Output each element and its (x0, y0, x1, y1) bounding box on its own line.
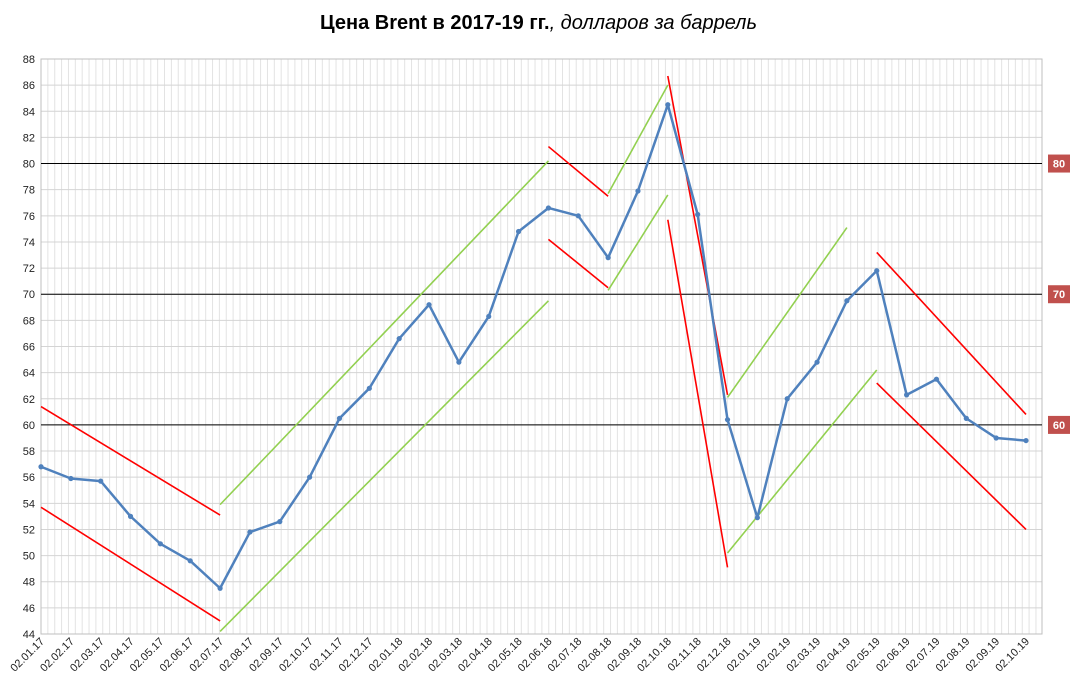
series-point (545, 205, 552, 211)
trend-line-up (219, 160, 550, 506)
y-tick-label: 66 (23, 342, 35, 354)
trend-line-up (726, 369, 878, 554)
series-point (366, 385, 372, 391)
y-tick-label: 50 (23, 551, 35, 563)
y-tick-label: 56 (23, 472, 35, 484)
level-label-box (1048, 415, 1070, 434)
series-point (933, 376, 940, 382)
series-point (396, 336, 402, 342)
series-point (515, 228, 522, 235)
trend-line-up (726, 227, 848, 398)
series-point (486, 313, 492, 320)
series-point (217, 585, 223, 591)
trend-line-down (876, 382, 1027, 531)
y-tick-label: 88 (23, 54, 35, 66)
series-point (814, 359, 820, 365)
series-point (456, 359, 462, 365)
series-point (1023, 437, 1029, 444)
y-tick-label: 82 (23, 132, 35, 144)
y-tick-label: 48 (23, 577, 35, 589)
level-label-box (1048, 285, 1070, 304)
y-tick-label: 44 (23, 629, 35, 641)
series-point (724, 417, 731, 423)
level-label: 60 (1053, 420, 1065, 432)
y-tick-label: 54 (23, 498, 35, 510)
series-point (904, 392, 910, 398)
trend-line-up (219, 300, 549, 632)
plot-area-border (40, 58, 1043, 635)
series-point (874, 268, 880, 274)
series-point (635, 188, 641, 194)
series-point (307, 474, 313, 480)
y-tick-label: 46 (23, 603, 35, 615)
series-point (426, 302, 432, 308)
series-point (754, 515, 760, 521)
trend-line-down (547, 238, 609, 289)
y-tick-label: 74 (23, 237, 35, 249)
chart-title-main: Цена Brent в 2017-19 гг. (320, 12, 550, 34)
trend-line-up (607, 194, 669, 291)
trend-line-down (547, 145, 609, 197)
level-label: 70 (1053, 289, 1065, 301)
y-tick-label: 60 (23, 420, 35, 432)
trend-line-down (667, 219, 729, 568)
series-point (784, 396, 790, 402)
series-point (844, 298, 850, 304)
level-label-box (1048, 154, 1070, 173)
y-tick-label: 64 (23, 368, 35, 380)
level-label: 80 (1053, 159, 1065, 171)
series-point (277, 519, 283, 525)
chart-title: Цена Brent в 2017-19 гг., долларов за ба… (0, 12, 1077, 35)
trend-line-down (40, 506, 221, 622)
trend-line-down (40, 405, 221, 516)
trend-line-down (667, 75, 729, 395)
y-tick-label: 78 (23, 185, 35, 197)
series-point (665, 102, 671, 108)
series-point (68, 475, 74, 482)
y-tick-label: 52 (23, 524, 35, 536)
series-point (187, 558, 193, 564)
series-line (40, 103, 1027, 590)
trend-line-down (876, 251, 1027, 415)
series-point (605, 255, 611, 261)
y-tick-label: 84 (23, 106, 35, 118)
y-tick-label: 70 (23, 289, 35, 301)
series-point (157, 541, 163, 547)
y-tick-label: 68 (23, 315, 35, 327)
series-point (127, 513, 134, 519)
y-tick-label: 72 (23, 263, 35, 275)
y-tick-label: 58 (23, 446, 35, 458)
y-tick-label: 86 (23, 80, 35, 92)
series-point (336, 415, 343, 421)
series-point (247, 529, 253, 535)
y-tick-label: 80 (23, 159, 35, 171)
trend-line-up (607, 84, 669, 194)
series-point (993, 435, 999, 441)
series-point (695, 211, 701, 218)
series-point (963, 415, 969, 421)
chart-title-suffix: , долларов за баррель (549, 12, 757, 34)
series-point (38, 464, 44, 470)
series-point (575, 213, 581, 219)
y-tick-label: 62 (23, 394, 35, 406)
y-tick-label: 76 (23, 211, 35, 223)
series-point (98, 478, 104, 484)
